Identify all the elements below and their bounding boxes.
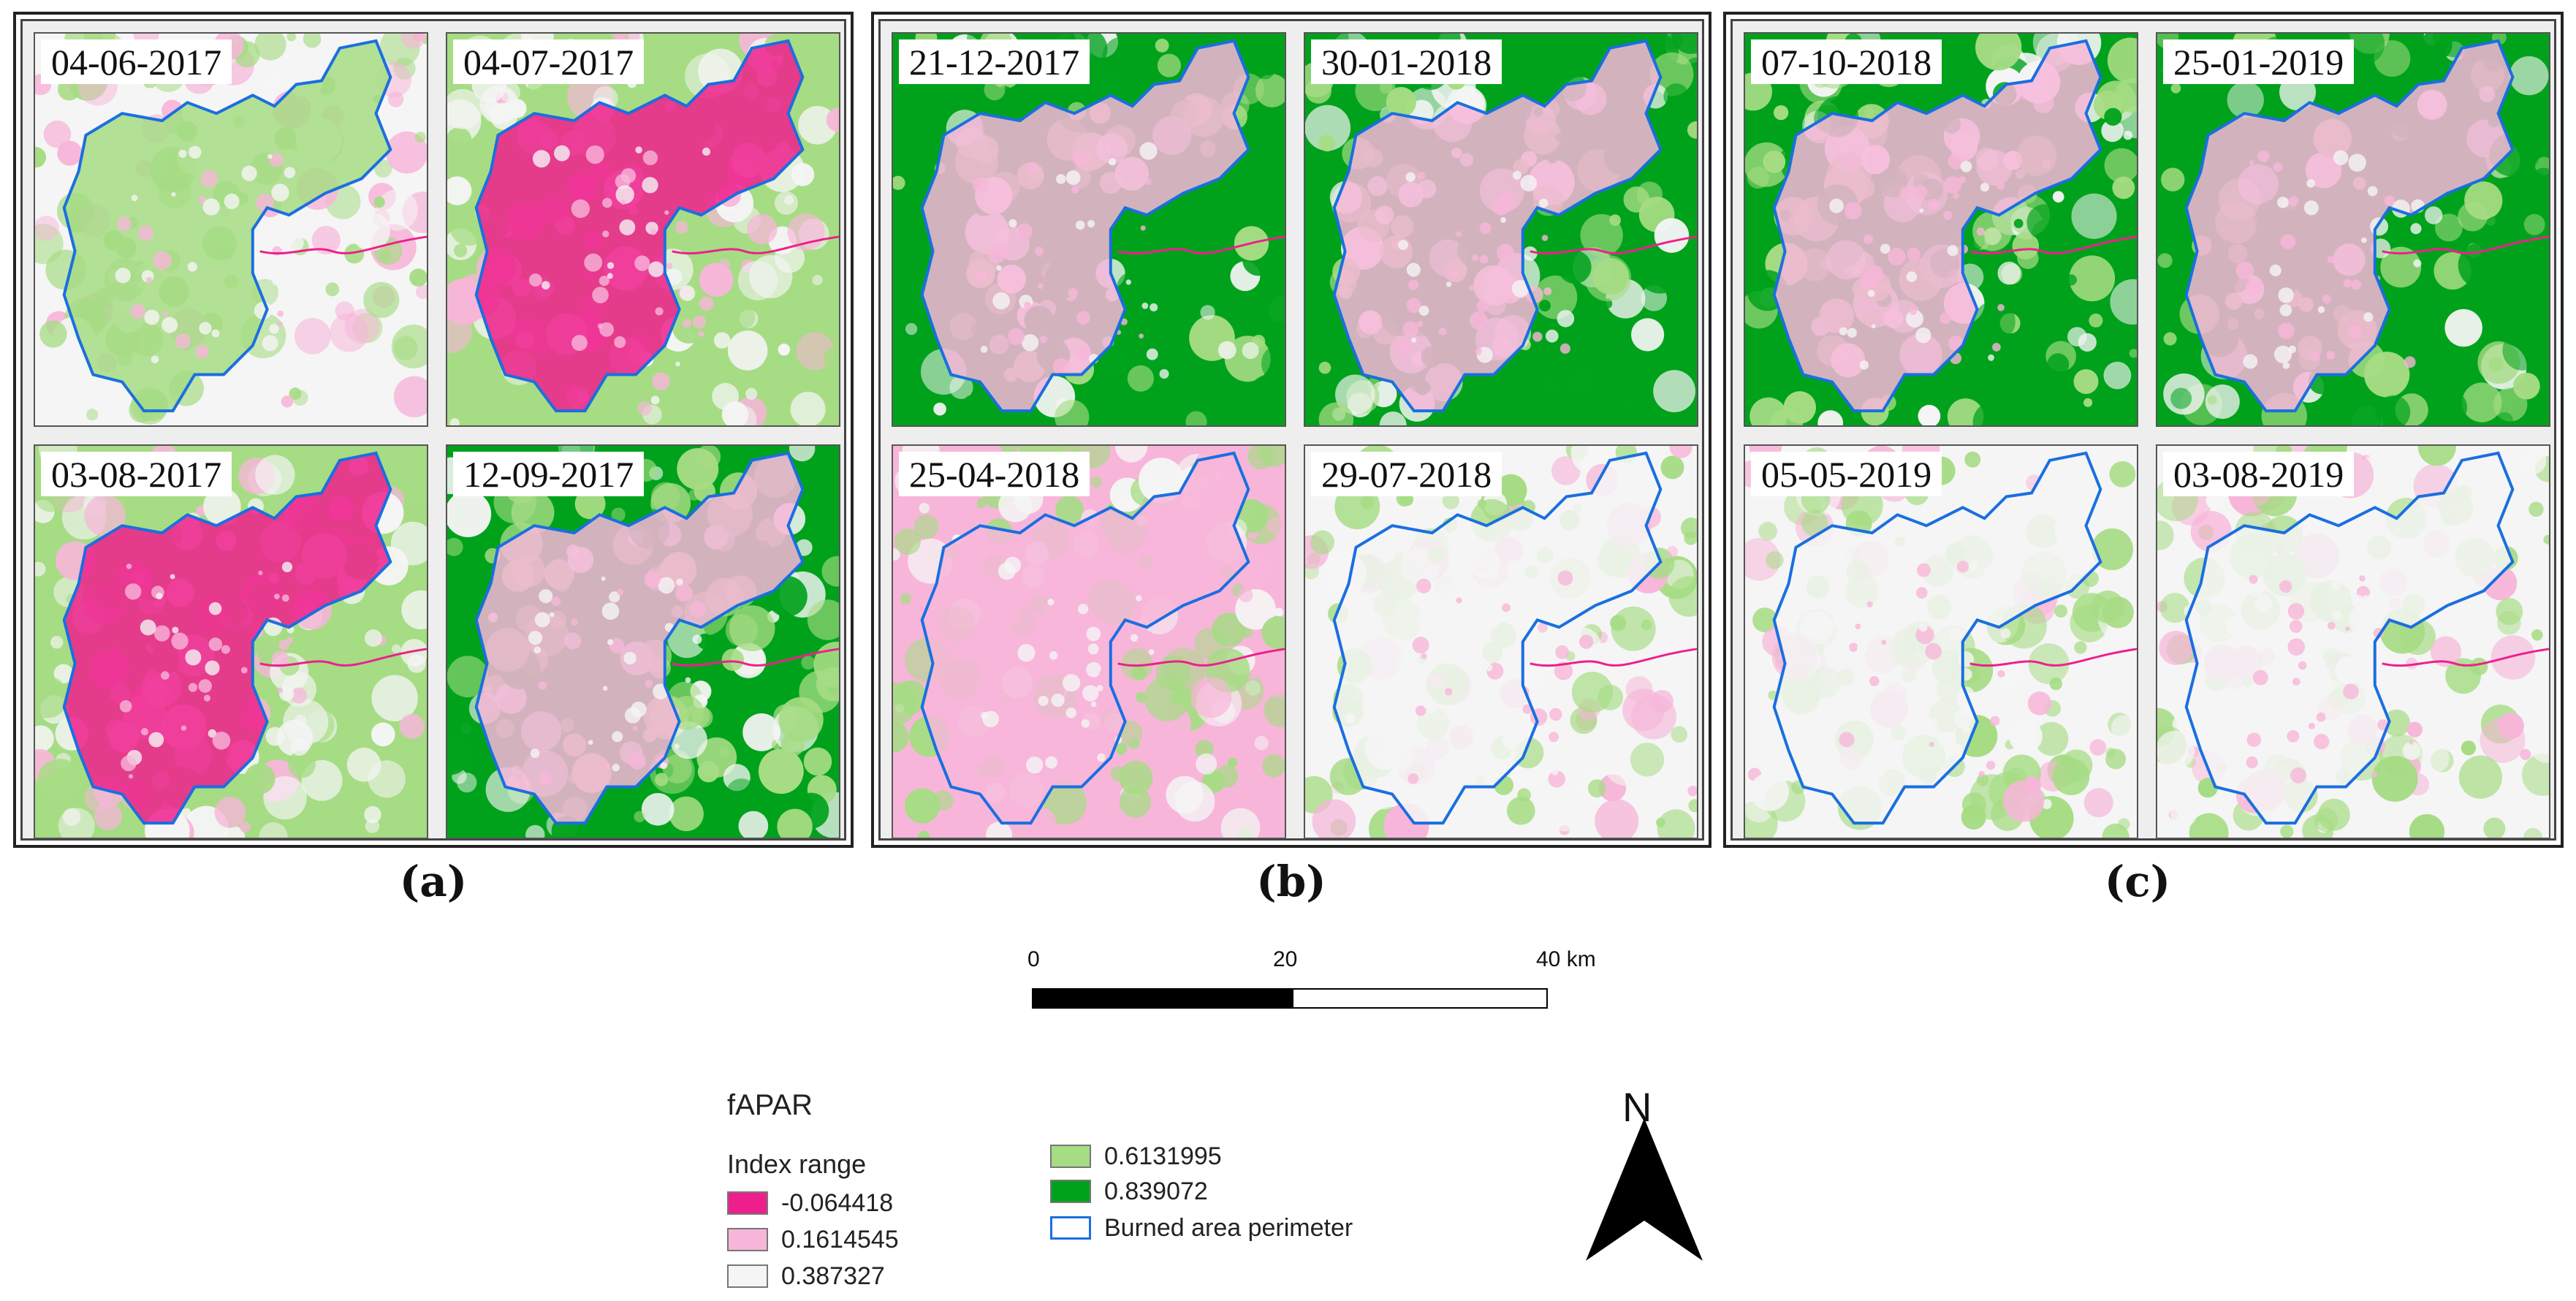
map-raster	[2157, 446, 2549, 838]
burned-area-perimeter	[1772, 451, 2102, 825]
burned-area-perimeter	[1332, 451, 1663, 825]
map-tile: 29-07-2018	[1304, 444, 1698, 839]
map-raster	[447, 34, 839, 425]
map-tile: 03-08-2019	[2156, 444, 2550, 839]
map-tile: 03-08-2017	[34, 444, 428, 839]
legend-swatch-6	[1050, 1216, 1091, 1240]
map-tile: 21-12-2017	[892, 32, 1286, 427]
scale-segment-black	[1032, 988, 1295, 1009]
legend-subtitle: Index range	[727, 1149, 867, 1179]
legend-swatch-2	[727, 1228, 768, 1251]
map-raster	[1745, 34, 2137, 425]
map-raster	[893, 446, 1285, 838]
legend-swatch-4	[1050, 1145, 1091, 1168]
map-tile: 12-09-2017	[446, 444, 840, 839]
burned-area-perimeter	[474, 451, 805, 825]
burned-area-perimeter	[474, 39, 805, 413]
legend-label-5: 0.839072	[1104, 1177, 1208, 1205]
legend-swatch-1	[727, 1191, 768, 1215]
date-label: 05-05-2019	[1751, 452, 1942, 496]
burned-area-perimeter	[2184, 39, 2515, 413]
map-raster	[35, 446, 427, 838]
legend-swatch-5	[1050, 1180, 1091, 1203]
group-label-c: (c)	[2104, 857, 2171, 906]
map-raster	[447, 446, 839, 838]
date-label: 21-12-2017	[899, 39, 1090, 84]
map-tile: 25-01-2019	[2156, 32, 2550, 427]
burned-area-perimeter	[920, 451, 1250, 825]
map-raster	[1745, 446, 2137, 838]
legend-label-6: Burned area perimeter	[1104, 1214, 1353, 1242]
map-raster	[893, 34, 1285, 425]
legend-label-4: 0.6131995	[1104, 1142, 1222, 1170]
date-label: 29-07-2018	[1311, 452, 1502, 496]
burned-area-perimeter	[2184, 451, 2515, 825]
date-label: 25-01-2019	[2163, 39, 2355, 84]
burned-area-perimeter	[920, 39, 1250, 413]
date-label: 03-08-2017	[41, 452, 232, 496]
map-tile: 25-04-2018	[892, 444, 1286, 839]
legend-swatch-3	[727, 1264, 768, 1288]
date-label: 07-10-2018	[1751, 39, 1942, 84]
map-raster	[35, 34, 427, 425]
scale-tick-40: 40 km	[1536, 947, 1596, 971]
date-label: 12-09-2017	[453, 452, 645, 496]
north-arrow-icon	[1586, 1118, 1703, 1261]
legend-title: fAPAR	[727, 1089, 813, 1121]
map-tile: 07-10-2018	[1744, 32, 2138, 427]
map-tile: 04-06-2017	[34, 32, 428, 427]
date-label: 03-08-2019	[2163, 452, 2355, 496]
map-raster	[1305, 446, 1697, 838]
date-label: 25-04-2018	[899, 452, 1090, 496]
date-label: 04-06-2017	[41, 39, 232, 84]
date-label: 04-07-2017	[453, 39, 645, 84]
scale-segment-white	[1292, 988, 1548, 1009]
burned-area-perimeter	[1332, 39, 1663, 413]
scale-tick-0: 0	[1027, 947, 1040, 971]
group-label-a: (a)	[399, 857, 468, 906]
legend-label-1: -0.064418	[781, 1189, 894, 1217]
map-tile: 04-07-2017	[446, 32, 840, 427]
scale-tick-20: 20	[1273, 947, 1298, 971]
burned-area-perimeter	[62, 451, 392, 825]
burned-area-perimeter	[62, 39, 392, 413]
group-label-b: (b)	[1256, 857, 1326, 906]
legend-label-2: 0.1614545	[781, 1226, 899, 1253]
map-raster	[1305, 34, 1697, 425]
map-tile: 05-05-2019	[1744, 444, 2138, 839]
legend-label-3: 0.387327	[781, 1262, 885, 1290]
map-tile: 30-01-2018	[1304, 32, 1698, 427]
north-label: N	[1622, 1084, 1652, 1130]
date-label: 30-01-2018	[1311, 39, 1502, 84]
burned-area-perimeter	[1772, 39, 2102, 413]
map-raster	[2157, 34, 2549, 425]
